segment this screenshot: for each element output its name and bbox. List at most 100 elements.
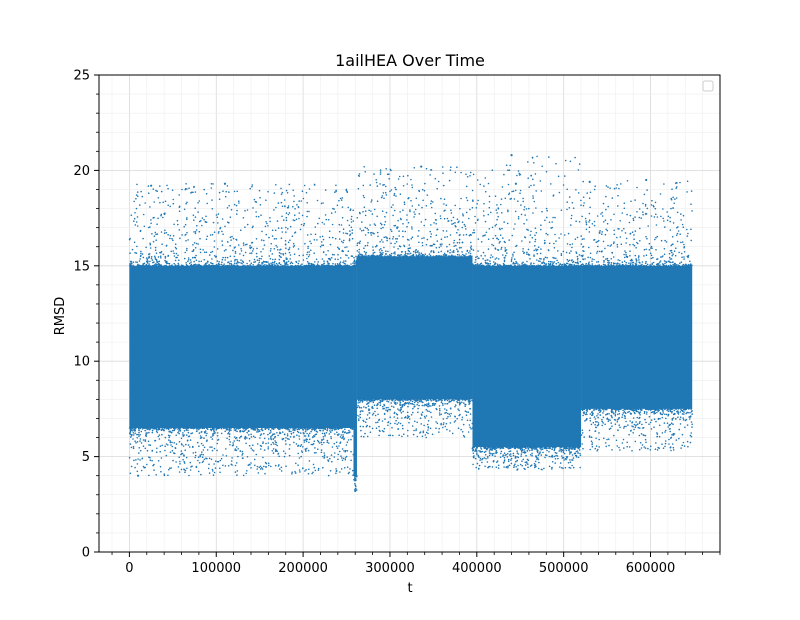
data-point [394,242,396,245]
data-point [581,432,584,434]
data-point [179,463,181,465]
data-point [505,264,507,267]
data-point [380,400,382,402]
data-point [283,455,286,458]
data-point [529,465,532,467]
data-point [373,232,375,235]
data-point [615,408,617,411]
data-point [308,468,310,471]
data-point [497,464,500,467]
data-point [553,257,555,259]
data-point [365,425,368,428]
data-point [179,427,182,429]
data-point [449,415,452,417]
data-point [274,440,276,442]
data-point [389,408,392,411]
data-point [488,206,491,209]
data-point [256,443,259,445]
data-point [298,254,301,257]
data-point [553,247,556,249]
data-point [677,226,679,228]
data-point [145,246,147,249]
data-point [513,464,515,467]
data-point [293,219,296,222]
data-point [656,432,658,434]
data-point [272,427,275,430]
data-point [646,189,648,191]
data-point [480,241,483,243]
data-point [597,416,599,419]
data-point [617,194,619,197]
data-point [541,262,544,265]
data-point [157,256,160,258]
data-point [302,197,305,200]
data-point [138,435,140,437]
data-point [450,412,452,415]
data-point [442,254,445,256]
data-point [503,256,506,259]
data-point [357,398,359,401]
data-point [476,447,478,449]
data-point [237,448,239,450]
data-point [148,444,150,446]
data-point [315,265,318,267]
data-point [184,234,186,236]
data-point [397,178,400,180]
data-point [285,231,287,233]
data-point [205,457,207,460]
data-point [528,265,531,267]
data-point [363,406,365,408]
data-point [671,418,674,420]
data-point [194,256,197,259]
data-point [491,447,494,450]
data-point [307,435,310,437]
data-point [249,264,252,267]
data-point [568,263,571,266]
data-point [292,246,295,248]
data-point [610,244,613,246]
data-point [635,263,638,265]
data-point [388,237,391,240]
data-point [629,250,631,252]
data-point [517,216,520,218]
data-point [462,213,464,215]
data-point [477,257,479,260]
data-point [402,255,404,257]
data-point [148,474,150,477]
data-point [685,418,688,421]
data-point [679,423,682,425]
data-point [292,431,295,434]
data-point [139,449,142,452]
data-point [228,264,230,267]
data-point [596,261,598,263]
data-point [560,254,563,257]
data-point [531,454,533,457]
data-point [423,237,425,239]
data-point [491,446,494,448]
data-point [595,241,598,243]
data-point [238,244,240,246]
data-point [347,439,350,441]
data-point [293,200,295,203]
data-point [558,265,560,267]
data-point [519,463,522,466]
data-point [421,242,424,244]
data-point [614,413,617,416]
data-point [146,449,149,452]
data-point [313,435,316,438]
data-point [520,213,523,216]
data-point [203,258,205,261]
data-point [589,252,592,255]
data-point [232,237,235,240]
data-point [449,407,452,410]
data-point [183,434,185,436]
data-point [409,255,412,258]
data-point [222,256,224,259]
data-point [154,255,156,258]
data-point [203,188,205,191]
data-point [359,410,362,413]
data-point [267,428,270,431]
data-point [590,423,593,426]
data-point [270,443,273,446]
data-point [348,265,350,267]
